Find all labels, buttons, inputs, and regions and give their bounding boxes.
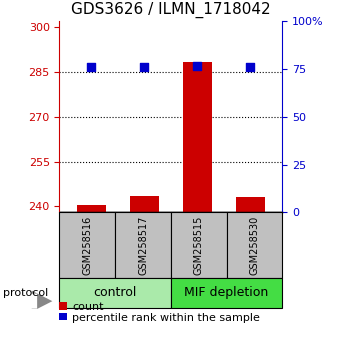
Text: percentile rank within the sample: percentile rank within the sample [72, 313, 260, 322]
Text: GSM258516: GSM258516 [82, 216, 92, 275]
FancyArrow shape [32, 291, 52, 312]
Bar [130, 196, 159, 212]
Text: protocol: protocol [3, 288, 49, 298]
Bar [77, 205, 106, 212]
Bar [115, 212, 171, 278]
Bar [171, 212, 226, 278]
Point [142, 64, 147, 70]
Text: GSM258515: GSM258515 [194, 216, 204, 275]
Bar [183, 62, 212, 212]
Text: control: control [94, 286, 137, 299]
Text: GSM258530: GSM258530 [249, 216, 259, 275]
Bar [59, 212, 115, 278]
Bar [59, 278, 171, 308]
Bar [171, 278, 282, 308]
Point [194, 63, 200, 69]
Bar [236, 198, 265, 212]
Text: MIF depletion: MIF depletion [184, 286, 269, 299]
Bar [226, 212, 282, 278]
Text: count: count [72, 302, 104, 312]
Title: GDS3626 / ILMN_1718042: GDS3626 / ILMN_1718042 [71, 2, 271, 18]
Point [89, 64, 94, 70]
Point [248, 64, 253, 70]
Text: GSM258517: GSM258517 [138, 216, 148, 275]
